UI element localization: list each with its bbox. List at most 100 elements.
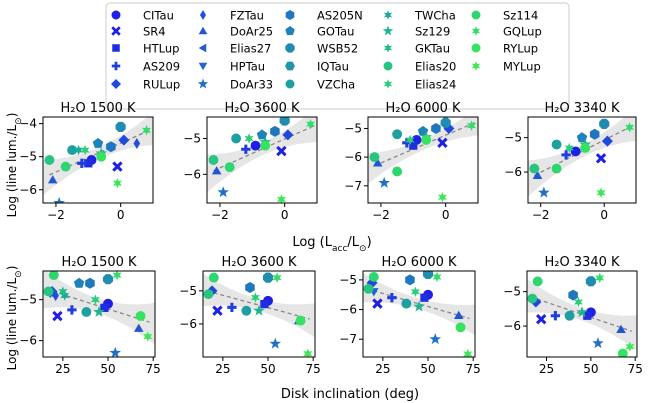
point-doar25: [453, 310, 464, 320]
x-tick-label: 25: [375, 362, 390, 376]
point-sr4: [112, 161, 123, 172]
legend-label: VZCha: [317, 78, 355, 92]
point-elias20: [203, 289, 214, 300]
point-as209: [241, 144, 251, 154]
x-tick-label: −2: [47, 208, 65, 222]
y-tick-label: −6: [503, 319, 521, 333]
axes-frame: [526, 270, 638, 358]
legend-entry-sz129: Sz129: [382, 25, 450, 39]
point-sz114: [48, 271, 59, 281]
panel-inclination-1: H₂O 1500 K 25 50 75 −6 −5: [19, 255, 161, 376]
bottom-row-xlabel: Disk inclination (deg): [281, 387, 419, 402]
legend-entry-sr4: SR4: [111, 25, 166, 39]
point-vzcha: [401, 298, 412, 309]
legend-entry-iqtau: IQTau: [285, 60, 349, 74]
legend-entry-htlup: HTLup: [112, 42, 179, 56]
y-tick-label: −6: [19, 334, 37, 348]
point-sz129: [93, 305, 105, 317]
point-doar33: [538, 186, 550, 198]
point-doar33: [53, 196, 65, 203]
legend-marker: [285, 79, 295, 89]
fit-line: [366, 288, 470, 320]
point-elias24: [250, 292, 260, 303]
point-vzcha: [564, 310, 575, 321]
point-rulup: [282, 129, 294, 141]
point-sz129: [253, 304, 265, 316]
point-sr4: [276, 145, 287, 157]
legend-label: TWCha: [414, 9, 456, 23]
legend-label: RYLup: [503, 42, 538, 56]
legend-label: Elias20: [415, 60, 456, 74]
point-doar33: [269, 337, 282, 349]
point-gktau: [58, 286, 68, 297]
point-vzcha: [67, 145, 78, 156]
point-rylup: [96, 151, 107, 162]
point-elias20: [208, 155, 219, 165]
legend-marker: [285, 26, 295, 36]
point-sr4: [595, 153, 607, 164]
point-mylup: [112, 177, 122, 189]
legend-label: CITau: [143, 9, 174, 23]
point-elias24: [573, 296, 583, 308]
x-tick-label: −2: [211, 208, 229, 222]
point-elias24: [410, 286, 420, 297]
axes-frame: [206, 116, 318, 204]
point-sz114: [208, 272, 219, 283]
point-elias20: [44, 155, 55, 165]
legend-label: Elias27: [230, 42, 271, 56]
point-elias20: [369, 152, 380, 163]
legend-label: Elias24: [415, 78, 456, 92]
point-fztau: [133, 137, 141, 149]
y-tick-label: −7: [344, 179, 362, 193]
point-rylup: [580, 143, 591, 153]
point-mylup: [143, 331, 153, 342]
confidence-band: [368, 117, 478, 184]
point-elias24: [80, 144, 90, 156]
y-tick-label: −6: [183, 167, 201, 181]
x-tick-label: 25: [215, 362, 230, 376]
point-gqlup: [595, 272, 605, 284]
point-elias24: [564, 142, 574, 154]
point-doar33: [109, 346, 122, 357]
top-row-ylabel: Log (line lum./L⊙): [5, 113, 24, 218]
point-elias24: [405, 134, 415, 146]
point-wsb52: [585, 276, 596, 287]
legend-marker: [111, 79, 121, 89]
panel-accretion-3: H₂O 6000 K −2 0 −7 −6 −5: [344, 101, 479, 222]
point-as205n: [568, 289, 578, 301]
point-as209: [387, 293, 397, 303]
legend-label: DoAr25: [230, 25, 273, 39]
y-tick-label: −5: [503, 285, 521, 299]
point-gqlup: [625, 122, 635, 133]
point-as205n: [106, 141, 116, 153]
confidence-band: [528, 117, 636, 197]
y-tick-label: −5: [344, 121, 362, 135]
legend-label: FZTau: [230, 9, 264, 23]
legend-marker: [112, 44, 120, 52]
point-mylup: [463, 348, 473, 357]
legend-marker: [383, 79, 393, 89]
fit-line: [534, 125, 634, 177]
x-tick-label: 25: [539, 362, 554, 376]
point-gqlup: [306, 118, 316, 130]
point-sz129: [576, 306, 588, 318]
point-vzcha: [551, 139, 562, 150]
legend-entry-doar33: DoAr33: [197, 78, 273, 92]
x-tick-label: 75: [466, 362, 481, 376]
legend-entry-gqlup: GQLup: [471, 25, 542, 39]
point-rylup: [421, 134, 432, 145]
point-mylup: [625, 341, 635, 352]
x-tick-label: 50: [420, 362, 435, 376]
point-sz114: [60, 161, 71, 172]
point-rylup: [135, 311, 146, 321]
axes-frame: [202, 270, 316, 358]
legend-marker: [198, 62, 208, 71]
point-htlup: [100, 303, 109, 312]
y-tick-label: −6: [344, 150, 362, 164]
panel-title: H₂O 3600 K: [221, 255, 297, 270]
legend-label: MYLup: [503, 60, 541, 74]
legend-label: SR4: [143, 25, 166, 39]
point-vzcha: [392, 129, 403, 140]
